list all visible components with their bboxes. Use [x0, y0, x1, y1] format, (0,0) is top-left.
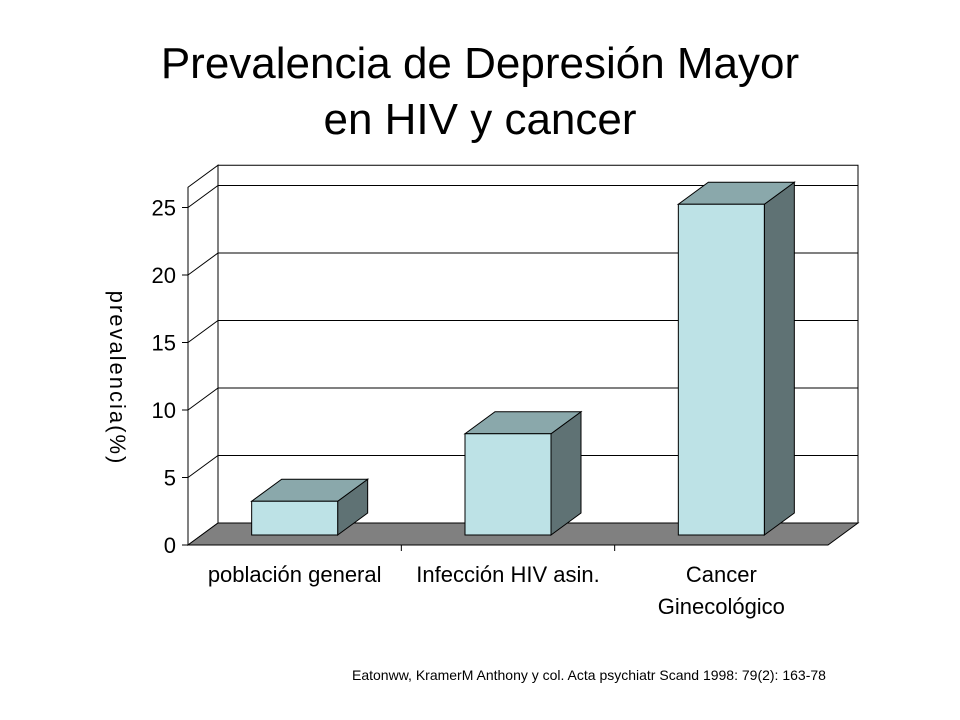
x-tick-label: Cancer [686, 562, 757, 587]
y-tick-label: 20 [152, 263, 176, 288]
chart-title: Prevalencia de Depresión Mayor en HIV y … [0, 36, 960, 148]
bar-2 [463, 410, 583, 536]
title-line-2: en HIV y cancer [323, 95, 637, 144]
bar-1 [250, 478, 370, 536]
gridline [187, 320, 858, 343]
citation-text: Eatonww, KramerM Anthony y col. Acta psy… [352, 667, 826, 683]
y-tick-label: 0 [164, 533, 176, 558]
gridline [187, 455, 858, 478]
bar-front [677, 203, 765, 536]
bar-front [251, 500, 339, 536]
y-axis-title: prevalencia(%) [105, 291, 130, 466]
y-tick-label: 10 [152, 398, 176, 423]
y-tick-label: 15 [152, 331, 176, 356]
title-line-1: Prevalencia de Depresión Mayor [160, 39, 800, 88]
y-tick-label: 25 [152, 196, 176, 221]
gridline [187, 252, 858, 276]
x-tick-label: Infección HIV asin. [416, 562, 599, 587]
bar-side [763, 181, 795, 536]
gridline [187, 185, 858, 208]
x-tick-label: población general [208, 562, 382, 587]
x-tick-label: Ginecológico [658, 594, 785, 619]
bar-front [464, 433, 552, 536]
y-tick-label: 5 [164, 466, 176, 491]
gridline [187, 387, 858, 411]
bar-3 [676, 181, 796, 536]
plot-side-wall [187, 164, 219, 546]
